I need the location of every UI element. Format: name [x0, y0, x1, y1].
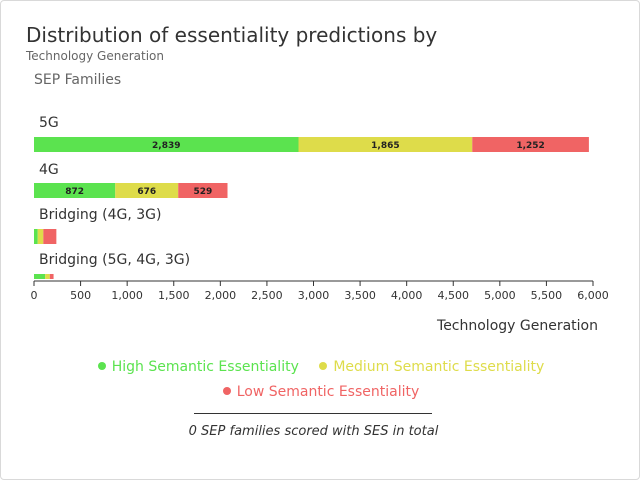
category-label-5g: 5G: [39, 115, 59, 131]
x-tick-label: 3,500: [344, 289, 376, 302]
data-label-5g-high: 2,839: [152, 141, 180, 151]
bar-bridging-5g-4g-3g-medium: [45, 274, 50, 279]
bar-bridging-4g-3g-low: [43, 229, 57, 244]
bar-4g-high: [34, 183, 116, 198]
bar-bridging-4g-3g-medium: [37, 229, 44, 244]
x-tick-label: 1,000: [111, 289, 143, 302]
data-label-4g-high: 872: [65, 187, 84, 197]
bar-4g-medium: [115, 183, 179, 198]
chart-subtitle: Technology Generation: [26, 49, 164, 63]
legend-item-medium[interactable]: Medium Semantic Essentiality: [319, 359, 544, 375]
data-label-4g-medium: 676: [137, 187, 156, 197]
footer-divider: [194, 413, 432, 414]
x-tick-label: 3,000: [298, 289, 330, 302]
legend-row-2: Low Semantic Essentiality: [1, 384, 640, 400]
x-tick-label: 2,500: [251, 289, 283, 302]
x-tick-label: 4,500: [438, 289, 470, 302]
bar-bridging-5g-4g-3g-high: [34, 274, 46, 279]
x-tick-label: 6,000: [577, 289, 609, 302]
bar-bridging-5g-4g-3g-low: [49, 274, 54, 279]
bar-5g-low: [472, 137, 589, 152]
category-label-bridging-5g-4g-3g: Bridging (5G, 4G, 3G): [39, 252, 190, 268]
legend-row-1: High Semantic Essentiality Medium Semant…: [1, 359, 640, 375]
x-tick-label: 2,000: [205, 289, 237, 302]
chart-title: Distribution of essentiality predictions…: [26, 23, 438, 47]
data-label-5g-medium: 1,865: [371, 141, 399, 151]
bar-5g-high: [34, 137, 299, 152]
legend-item-low[interactable]: Low Semantic Essentiality: [222, 384, 420, 400]
data-label-4g-low: 529: [193, 187, 212, 197]
legend-label-high: High Semantic Essentiality: [111, 359, 299, 375]
x-tick-label: 4,000: [391, 289, 423, 302]
bar-bridging-4g-3g-high: [34, 229, 38, 244]
legend-label-medium: Medium Semantic Essentiality: [333, 359, 545, 375]
bar-5g-medium: [298, 137, 473, 152]
bar-4g-low: [178, 183, 228, 198]
x-tick-label: 0: [31, 289, 38, 302]
x-axis-title: Technology Generation: [436, 318, 598, 334]
x-tick-label: 5,500: [531, 289, 563, 302]
legend-marker-low: [222, 387, 231, 395]
stacked-bar-chart: 0 500 1,000 1,500 2,000 2,500 3,000 3,500 4,000 4…: [31, 115, 609, 334]
footer-note: 0 SEP families scored with SES in total: [188, 424, 439, 439]
x-tick-label: 1,500: [158, 289, 190, 302]
category-label-bridging-4g-3g: Bridging (4G, 3G): [39, 207, 161, 223]
y-axis-title: SEP Families: [34, 72, 122, 88]
legend-item-high[interactable]: High Semantic Essentiality: [97, 359, 299, 375]
legend-marker-medium: [319, 362, 328, 370]
data-label-5g-low: 1,252: [516, 141, 544, 151]
legend-label-low: Low Semantic Essentiality: [236, 384, 420, 400]
category-label-4g: 4G: [39, 162, 59, 178]
x-tick-label: 500: [70, 289, 91, 302]
x-tick-label: 5,000: [484, 289, 516, 302]
legend-marker-high: [97, 362, 106, 370]
